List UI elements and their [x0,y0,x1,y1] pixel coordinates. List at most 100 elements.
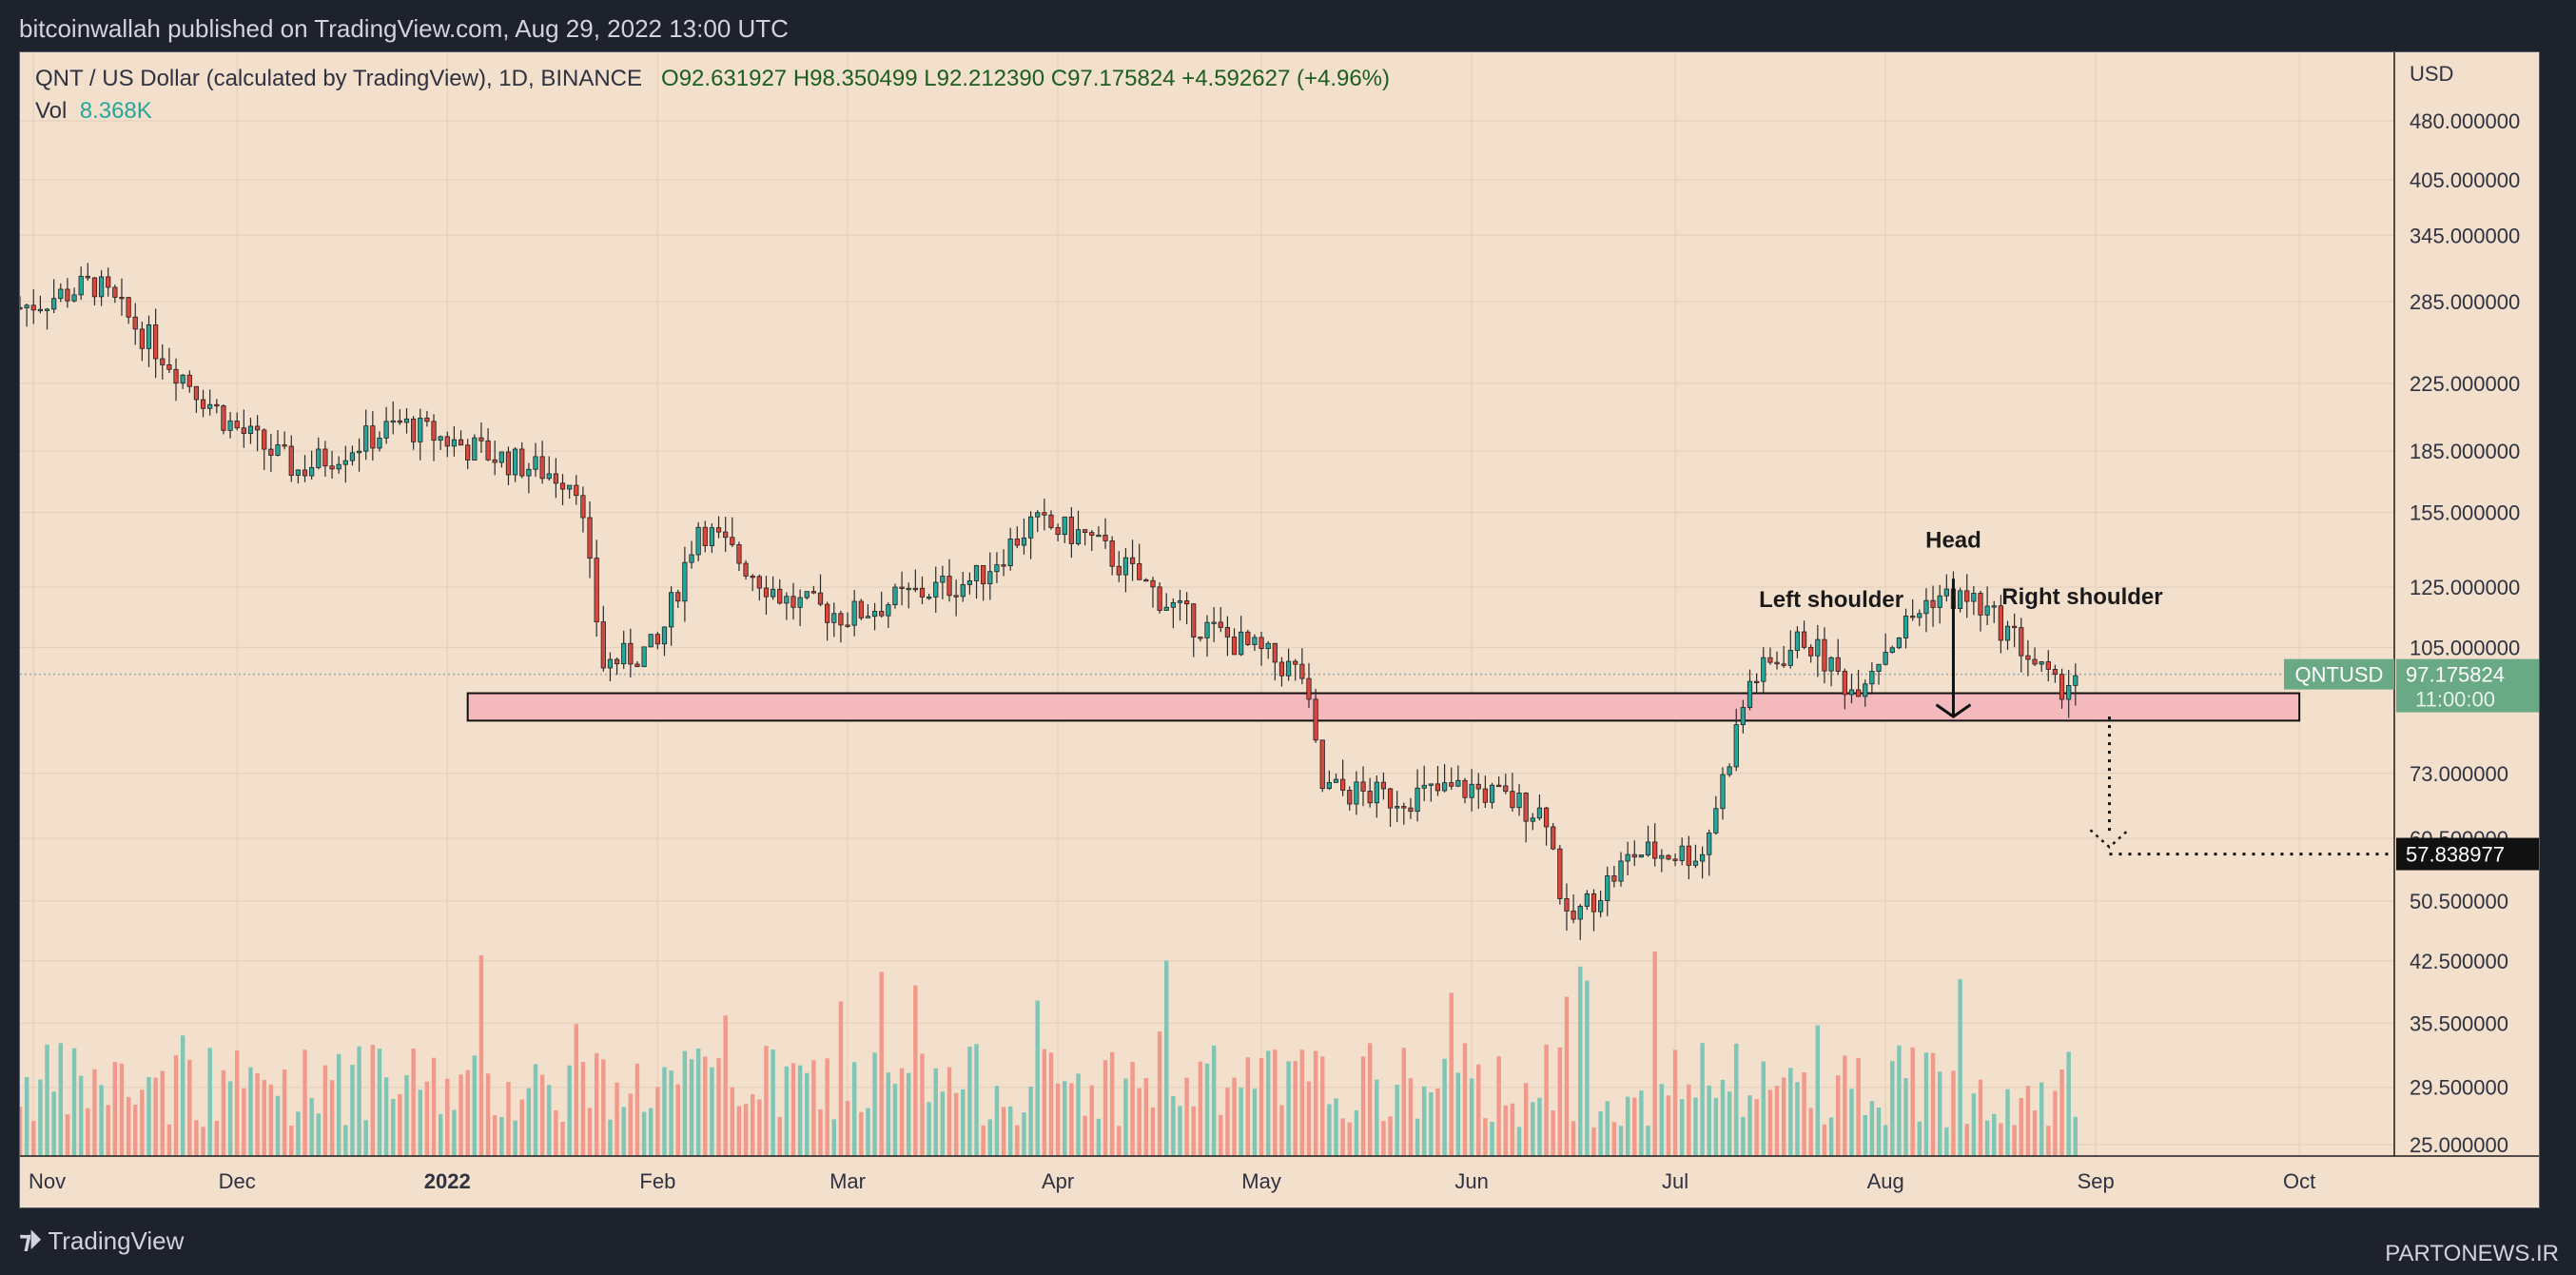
volume-bar [1672,1049,1678,1156]
volume-bar [981,1125,986,1156]
volume-bar [424,1081,430,1156]
x-tick-label: Sep [2078,1169,2115,1193]
volume-bar [465,1069,470,1156]
candle-body [1937,595,1942,608]
volume-bar [1754,1099,1759,1156]
candle-body [58,288,64,300]
candle-body [1822,638,1827,672]
volume-bar [78,1075,84,1156]
volume-bar [1734,1043,1739,1156]
candle-body [669,592,674,628]
price-chart[interactable]: Left shoulder Head Right shoulder USD 480.00… [20,52,2539,1207]
candle-body [106,276,111,288]
candle-body [390,420,396,423]
volume-bar [309,1098,314,1156]
candle-body [797,597,803,608]
volume-bar [1747,1095,1752,1156]
x-tick-label: Apr [1042,1169,1074,1193]
tradingview-logo[interactable]: ⁊⏵ TradingView [19,1226,184,1256]
volume-label: Vol [35,98,68,124]
volume-bar [669,1070,673,1156]
volume-bar [445,1078,450,1156]
volume-bar [1598,1111,1603,1156]
candle-body [906,587,911,591]
candle-body [743,562,749,577]
candle-body [112,286,118,298]
candle-body [186,374,192,387]
y-tick-label: 105.000000 [2410,636,2520,659]
candle-body [268,448,274,456]
candle-body [1659,854,1665,859]
candle-body [1618,860,1624,882]
volume-bar [2012,1125,2017,1156]
candle-body [892,586,898,606]
candle-body [1265,642,1271,650]
candle-body [770,588,776,598]
candle-body [119,296,125,300]
candle-body [173,368,179,384]
volume-bar [879,971,884,1156]
candle-body [1455,779,1461,787]
candle-body [397,420,402,423]
volume-bar [777,1116,782,1156]
candle-body [689,554,694,563]
candle-body [1930,599,1936,608]
candle-body [1686,845,1691,866]
y-tick-label: 185.000000 [2410,440,2520,463]
candle-body [1021,537,1027,546]
candle-body [730,537,735,545]
chart-frame[interactable]: Left shoulder Head Right shoulder USD 480.00… [19,51,2540,1208]
volume-bar [601,1059,606,1156]
candle-body [153,324,159,360]
countdown: 11:00:00 [2415,688,2495,712]
volume-bar [526,1088,532,1156]
candle-body [790,596,796,608]
candle-body [600,621,606,669]
volume-bar [1089,1085,1094,1156]
volume-bar [336,1053,342,1156]
candle-body [411,418,417,442]
candle-body [553,473,558,484]
volume-bar [459,1074,463,1156]
volume-bar [383,1077,389,1156]
volume-bar [1476,1064,1481,1156]
volume-bar [764,1046,769,1156]
volume-bar [1856,1058,1861,1156]
publisher-text: bitcoinwallah published on TradingView.c… [19,14,789,43]
y-tick-label: 480.000000 [2410,109,2520,133]
candle-body [1211,621,1217,624]
volume-bar [1022,1112,1026,1156]
volume-bar [1897,1045,1902,1156]
volume-bar [1903,1077,1908,1156]
volume-bar [1252,1089,1258,1156]
x-tick-label: Mar [829,1169,866,1193]
volume-bar [1042,1049,1047,1156]
volume-bar [587,1108,593,1156]
candle-body [1177,600,1183,603]
volume-bar [1469,1078,1474,1156]
volume-bar [1184,1077,1189,1156]
volume-bar [1327,1104,1332,1156]
candle-body [1252,637,1258,645]
volume-bar [187,1059,192,1156]
candle-body [309,466,315,477]
volume-bar [703,1056,708,1156]
target-price-label [2396,837,2539,871]
volume-bar [2005,1089,2010,1156]
candle-body [1590,892,1597,912]
candle-body [1666,854,1671,860]
candle-body [526,468,532,477]
candle-body [1856,689,1862,697]
y-tick-label: 345.000000 [2410,224,2520,247]
watermark: PARTONEWS.IR [2385,1241,2559,1266]
measure-arrow-head [1935,703,1972,718]
candle-body [1380,781,1387,790]
volume-bar [1388,1116,1393,1156]
candle-body [1727,766,1732,775]
volume-bar [1293,1061,1298,1156]
candle-body [1503,785,1509,793]
volume-bar [1076,1073,1081,1156]
volume-bar [790,1063,796,1156]
volume-bar [1652,951,1657,1156]
volume-bar [1265,1050,1271,1156]
